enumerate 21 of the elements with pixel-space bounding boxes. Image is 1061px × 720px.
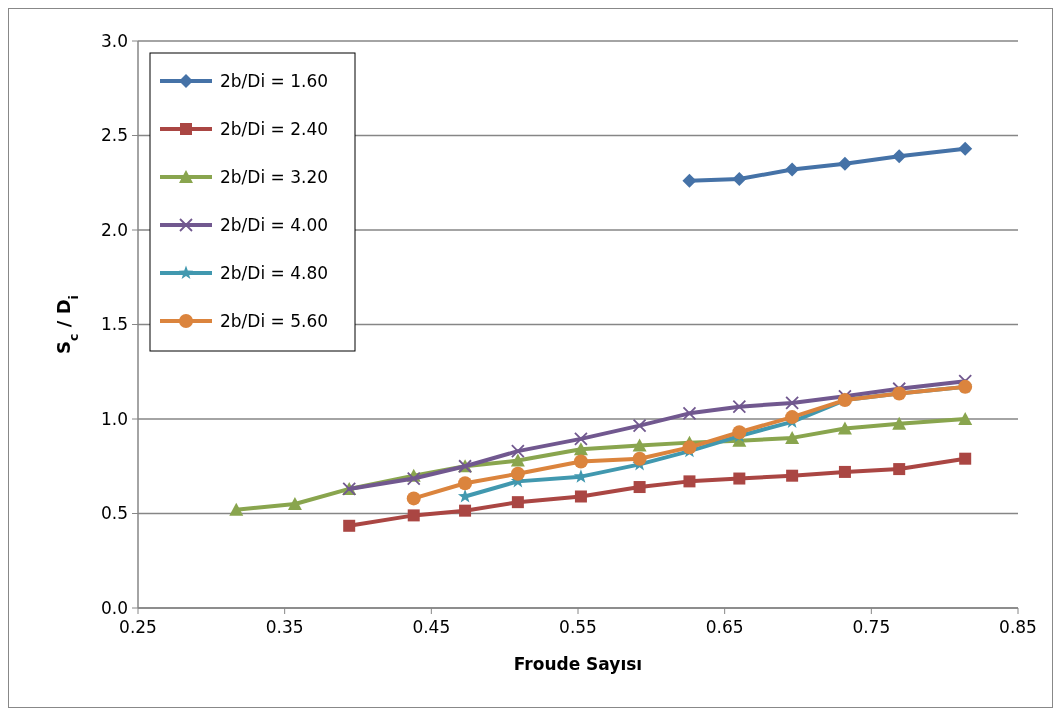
legend-label: 2b/Di = 3.20 bbox=[220, 166, 329, 187]
y-tick-label: 1.0 bbox=[100, 408, 128, 429]
y-tick-label: 3.0 bbox=[100, 30, 128, 51]
x-tick-label: 0.25 bbox=[119, 617, 157, 637]
y-tick-label: 0.0 bbox=[100, 597, 128, 618]
x-tick-label: 0.65 bbox=[705, 617, 744, 637]
legend-label: 2b/Di = 1.60 bbox=[220, 70, 329, 91]
x-tick-label: 0.55 bbox=[559, 617, 597, 637]
y-tick-label: 0.5 bbox=[100, 503, 128, 524]
legend-label: 2b/Di = 5.60 bbox=[220, 310, 329, 331]
x-tick-label: 0.75 bbox=[852, 617, 891, 637]
y-tick-label: 2.0 bbox=[100, 219, 128, 240]
x-tick-label: 0.45 bbox=[412, 617, 451, 637]
x-axis-title: Froude Sayısı bbox=[513, 654, 643, 674]
y-tick-label: 1.5 bbox=[100, 314, 128, 335]
legend-label: 2b/Di = 4.00 bbox=[220, 214, 329, 235]
y-tick-label: 2.5 bbox=[100, 125, 128, 146]
x-tick-label: 0.35 bbox=[265, 617, 304, 637]
legend-label: 2b/Di = 2.40 bbox=[220, 118, 329, 139]
x-tick-label: 0.85 bbox=[999, 617, 1037, 637]
legend-label: 2b/Di = 4.80 bbox=[220, 262, 329, 283]
